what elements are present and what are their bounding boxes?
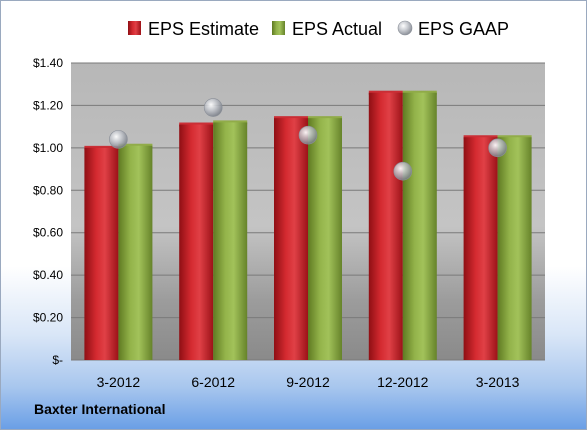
legend-swatch	[397, 20, 413, 36]
y-tick-label: $0.60	[33, 226, 63, 240]
bar-eps-estimate	[463, 137, 498, 360]
legend: EPS Estimate EPS Actual EPS GAAP	[128, 19, 509, 39]
bar-eps-estimate	[274, 118, 308, 361]
x-axis: 3-2012 6-2012 9-2012 12-2012 3-2013	[97, 374, 520, 390]
x-tick-label: 12-2012	[377, 374, 429, 390]
gaap-point	[488, 138, 507, 158]
bar-eps-estimate	[84, 147, 119, 360]
y-tick-label: $1.00	[33, 141, 63, 155]
gaap-markers	[109, 98, 507, 181]
x-tick-label: 3-2012	[97, 374, 141, 390]
bar-eps-actual	[402, 92, 437, 360]
bars	[84, 90, 532, 361]
bar-eps-estimate	[368, 92, 403, 360]
x-tick-label: 6-2012	[191, 374, 235, 390]
bar-eps-actual	[213, 122, 248, 361]
company-name: Baxter International	[34, 401, 166, 417]
bar-eps-estimate	[179, 124, 214, 361]
y-tick-label: $0.20	[33, 311, 63, 325]
legend-label: EPS Estimate	[148, 19, 259, 39]
x-tick-label: 9-2012	[286, 374, 330, 390]
legend-swatch	[128, 21, 141, 35]
gaap-point	[109, 130, 128, 149]
bar-eps-actual	[497, 137, 532, 360]
legend-label: EPS Actual	[292, 19, 382, 39]
y-axis: $- $0.20 $0.40 $0.60 $0.80 $1.00 $1.20 $1.40	[33, 56, 63, 367]
x-tick-label: 3-2013	[476, 374, 520, 390]
bar-eps-actual	[308, 118, 342, 361]
y-tick-label: $-	[52, 353, 63, 367]
y-tick-label: $1.40	[33, 56, 63, 70]
gaap-point	[298, 125, 318, 145]
y-tick-label: $1.20	[33, 98, 63, 112]
y-tick-label: $0.80	[33, 183, 63, 197]
gaap-point	[203, 98, 223, 117]
bar-eps-actual	[118, 145, 153, 360]
legend-label: EPS GAAP	[418, 19, 509, 39]
y-tick-label: $0.40	[33, 268, 63, 282]
legend-swatch	[272, 21, 285, 35]
gaap-point	[393, 161, 413, 181]
